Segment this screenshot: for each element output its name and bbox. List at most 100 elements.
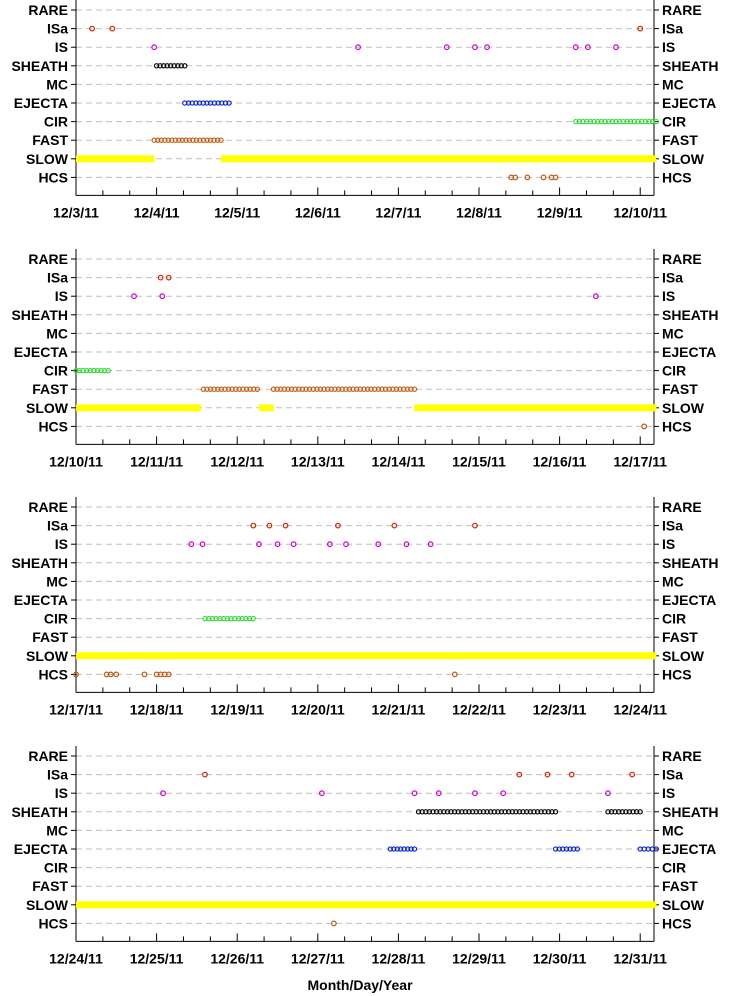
data-point (225, 386, 232, 392)
category-label-left: EJECTA (14, 841, 68, 857)
data-point (568, 771, 575, 778)
category-label-right: IS (662, 536, 675, 552)
category-label-right: ISa (662, 270, 683, 286)
data-point (321, 386, 327, 392)
category-label-left: EJECTA (14, 592, 68, 608)
data-band (414, 404, 657, 412)
data-point (653, 118, 659, 125)
x-tick-label: 12/14/11 (372, 453, 426, 469)
category-label-right: MC (662, 325, 684, 341)
data-point (629, 771, 636, 778)
data-point (207, 137, 214, 143)
category-label-right: CIR (662, 860, 686, 876)
data-point (204, 386, 210, 392)
data-point (466, 809, 472, 815)
chart-panel-2: RARE RARE ISa ISa IS IS SHEATH SHEATH MC MC EJECTA… (11, 249, 719, 469)
data-point (571, 846, 577, 852)
data-point (560, 846, 566, 852)
data-point (80, 367, 86, 374)
data-point (404, 386, 410, 392)
data-point (354, 386, 360, 392)
data-point (326, 541, 333, 548)
data-point (435, 790, 442, 797)
data-point (247, 386, 253, 392)
category-label-left: FAST (32, 629, 68, 645)
data-point (368, 386, 374, 392)
data-point (240, 386, 246, 392)
series-slow (76, 155, 657, 163)
data-point (538, 809, 544, 815)
data-point (626, 809, 633, 815)
data-point (372, 386, 378, 392)
data-point (107, 671, 114, 678)
data-point (266, 522, 273, 529)
x-tick-label: 12/11/11 (130, 453, 183, 469)
category-label-left: HCS (38, 418, 68, 434)
category-label-right: MC (662, 822, 684, 838)
series-hcs (73, 671, 458, 678)
data-point (552, 174, 559, 181)
data-point (211, 386, 217, 392)
data-point (310, 386, 316, 392)
data-point (480, 809, 487, 815)
category-label-left: FAST (32, 878, 68, 894)
data-point (303, 386, 309, 392)
category-label-right: SLOW (662, 400, 705, 416)
category-label-left: IS (55, 39, 68, 55)
data-point (200, 386, 206, 392)
series-hcs (331, 920, 337, 927)
data-point (544, 771, 551, 778)
data-point (171, 63, 177, 69)
data-point (314, 386, 320, 392)
data-point (473, 809, 479, 815)
category-label-left: HCS (38, 169, 68, 185)
series-fast (151, 137, 224, 143)
x-tick-label: 12/10/11 (613, 204, 667, 220)
x-tick-label: 12/24/11 (49, 950, 103, 966)
series-slow (76, 901, 657, 909)
data-point (243, 386, 250, 392)
data-point (175, 63, 181, 69)
series-sheath (153, 63, 188, 69)
category-label-left: MC (46, 325, 68, 341)
category-label-right: EJECTA (662, 95, 716, 111)
category-label-left: SHEATH (11, 58, 68, 74)
category-label-left: RARE (28, 499, 68, 515)
data-point (292, 386, 298, 392)
data-point (335, 386, 342, 392)
data-point (437, 809, 443, 815)
data-point (84, 367, 90, 374)
data-point (361, 386, 367, 392)
data-point (296, 386, 302, 392)
data-point (222, 386, 228, 392)
data-point (549, 809, 555, 815)
data-point (623, 809, 629, 815)
data-point (574, 846, 580, 852)
x-tick-label: 12/20/11 (291, 701, 345, 717)
data-point (477, 809, 483, 815)
x-tick-label: 12/21/11 (372, 701, 426, 717)
data-point (387, 846, 393, 852)
data-point (290, 541, 297, 548)
data-point (343, 386, 349, 392)
data-point (343, 541, 349, 548)
data-point (375, 541, 382, 548)
data-point (637, 809, 643, 815)
data-point (423, 809, 429, 815)
data-point (484, 809, 490, 815)
data-point (160, 790, 166, 797)
data-point (552, 846, 559, 852)
category-label-left: FAST (32, 132, 68, 148)
data-point (419, 809, 425, 815)
data-point (76, 367, 83, 374)
data-point (159, 293, 166, 300)
data-point (455, 809, 461, 815)
chart-panel-3: RARE RARE ISa ISa IS IS SHEATH SHEATH MC MC EJECTA… (11, 497, 719, 717)
data-point (357, 386, 363, 392)
data-point (151, 44, 158, 51)
data-point (398, 846, 404, 852)
data-point (386, 386, 392, 392)
data-band (221, 155, 657, 163)
series-isa (250, 522, 478, 529)
data-point (605, 809, 611, 815)
